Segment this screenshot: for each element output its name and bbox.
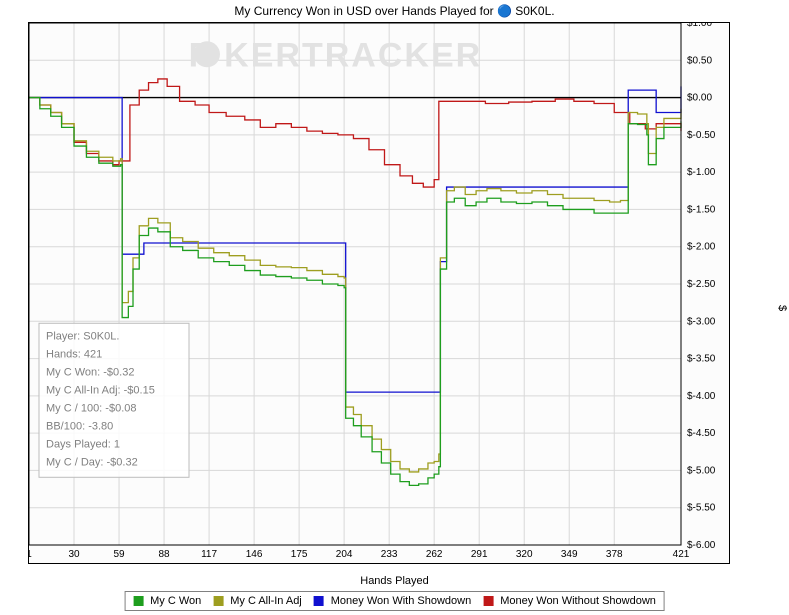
svg-text:204: 204 [336,549,353,560]
svg-text:$-4.50: $-4.50 [687,428,716,439]
svg-text:$0.00: $0.00 [687,93,712,104]
svg-text:Days Played: 1: Days Played: 1 [46,438,120,450]
chart-container: My Currency Won in USD over Hands Played… [0,0,789,615]
svg-text:88: 88 [158,549,170,560]
svg-text:378: 378 [606,549,623,560]
svg-text:$-4.00: $-4.00 [687,391,716,402]
svg-text:My C All-In Adj: -$0.15: My C All-In Adj: -$0.15 [46,384,155,396]
svg-text:Hands: 421: Hands: 421 [46,348,102,360]
svg-text:30: 30 [68,549,80,560]
svg-text:$-5.00: $-5.00 [687,465,716,476]
svg-text:$-2.00: $-2.00 [687,242,716,253]
svg-text:$1.00: $1.00 [687,22,712,29]
legend-label-0: My C Won [150,595,201,607]
svg-text:$-1.50: $-1.50 [687,204,716,215]
svg-text:$-5.50: $-5.50 [687,503,716,514]
svg-text:$-1.00: $-1.00 [687,167,716,178]
svg-text:BB/100: -3.80: BB/100: -3.80 [46,420,113,432]
svg-text:My C / Day: -$0.32: My C / Day: -$0.32 [46,456,138,468]
legend-swatch-0 [133,596,143,606]
svg-text:349: 349 [561,549,578,560]
svg-text:146: 146 [246,549,263,560]
svg-text:1: 1 [28,549,32,560]
svg-text:320: 320 [516,549,533,560]
svg-text:262: 262 [426,549,443,560]
chart-legend: My C Won My C All-In Adj Money Won With … [124,591,665,611]
svg-text:My C Won: -$0.32: My C Won: -$0.32 [46,366,134,378]
svg-text:P KERTRACKER: P KERTRACKER [189,36,483,74]
svg-text:175: 175 [291,549,308,560]
legend-label-2: Money Won With Showdown [331,595,471,607]
legend-label-1: My C All-In Adj [230,595,302,607]
svg-text:My C / 100: -$0.08: My C / 100: -$0.08 [46,402,137,414]
svg-text:$-2.50: $-2.50 [687,279,716,290]
chart-title: My Currency Won in USD over Hands Played… [0,4,789,18]
svg-text:117: 117 [201,549,217,560]
svg-text:$-6.00: $-6.00 [687,540,716,551]
x-axis-label: Hands Played [0,575,789,587]
legend-swatch-3 [483,596,493,606]
svg-text:59: 59 [113,549,125,560]
svg-text:$0.50: $0.50 [687,55,712,66]
legend-swatch-2 [314,596,324,606]
legend-label-3: Money Won Without Showdown [500,595,656,607]
svg-text:421: 421 [673,549,690,560]
svg-text:$-3.00: $-3.00 [687,316,716,327]
svg-text:233: 233 [381,549,398,560]
svg-text:291: 291 [471,549,488,560]
svg-text:Player: S0K0L.: Player: S0K0L. [46,330,119,342]
y-axis-label: $ [776,304,788,310]
plot-area: $-6.00 $-5.50 $-5.00 $-4.50 $-4.00 $-3.50 $-3.… [28,22,730,564]
legend-swatch-1 [213,596,223,606]
svg-text:$-0.50: $-0.50 [687,130,716,141]
svg-text:$-3.50: $-3.50 [687,354,716,365]
